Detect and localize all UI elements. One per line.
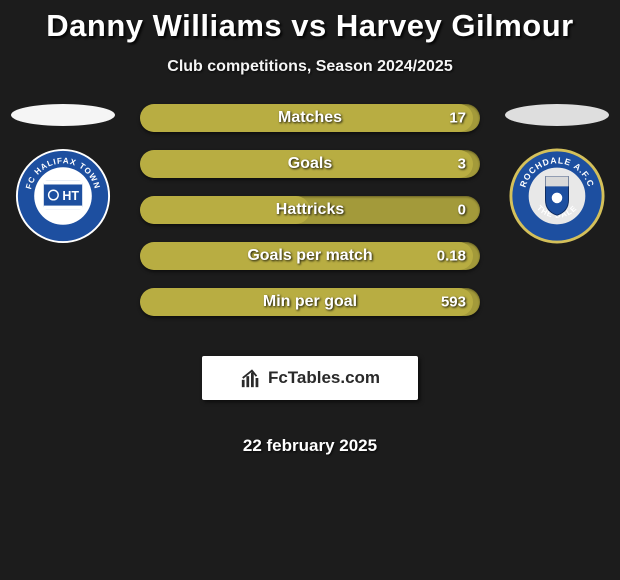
stats-column: Matches 17 Goals 3 Hattricks 0 Goals per match… <box>118 104 502 456</box>
club-badge-right: ROCHDALE A.F.C THE DALE <box>509 148 605 244</box>
chart-icon <box>240 367 262 389</box>
stat-label: Hattricks <box>276 201 344 219</box>
left-column: FC HALIFAX TOWN THE SHAYMEN HT <box>8 104 118 244</box>
right-column: ROCHDALE A.F.C THE DALE <box>502 104 612 244</box>
stat-bar: Goals per match 0.18 <box>140 242 480 270</box>
rochdale-badge-icon: ROCHDALE A.F.C THE DALE <box>509 148 605 244</box>
stat-label: Goals <box>288 155 332 173</box>
stat-bar: Hattricks 0 <box>140 196 480 224</box>
brand-text: FcTables.com <box>268 368 380 388</box>
player-oval-right <box>505 104 609 126</box>
svg-text:HT: HT <box>62 189 79 203</box>
body-row: FC HALIFAX TOWN THE SHAYMEN HT Matches 17… <box>0 104 620 456</box>
page-title: Danny Williams vs Harvey Gilmour <box>0 8 620 44</box>
stat-value: 593 <box>441 294 466 311</box>
stat-bar: Min per goal 593 <box>140 288 480 316</box>
stat-label: Goals per match <box>247 247 372 265</box>
brand-box[interactable]: FcTables.com <box>202 356 418 400</box>
stat-value: 17 <box>449 110 466 127</box>
stat-value: 0.18 <box>437 248 466 265</box>
player-oval-left <box>11 104 115 126</box>
stat-value: 3 <box>458 156 466 173</box>
halifax-badge-icon: FC HALIFAX TOWN THE SHAYMEN HT <box>15 148 111 244</box>
stat-value: 0 <box>458 202 466 219</box>
stat-bar: Goals 3 <box>140 150 480 178</box>
comparison-card: Danny Williams vs Harvey Gilmour Club co… <box>0 0 620 456</box>
date-label: 22 february 2025 <box>243 436 377 456</box>
subtitle: Club competitions, Season 2024/2025 <box>0 58 620 76</box>
stat-bar: Matches 17 <box>140 104 480 132</box>
stat-label: Matches <box>278 109 342 127</box>
stat-label: Min per goal <box>263 293 357 311</box>
club-badge-left: FC HALIFAX TOWN THE SHAYMEN HT <box>15 148 111 244</box>
